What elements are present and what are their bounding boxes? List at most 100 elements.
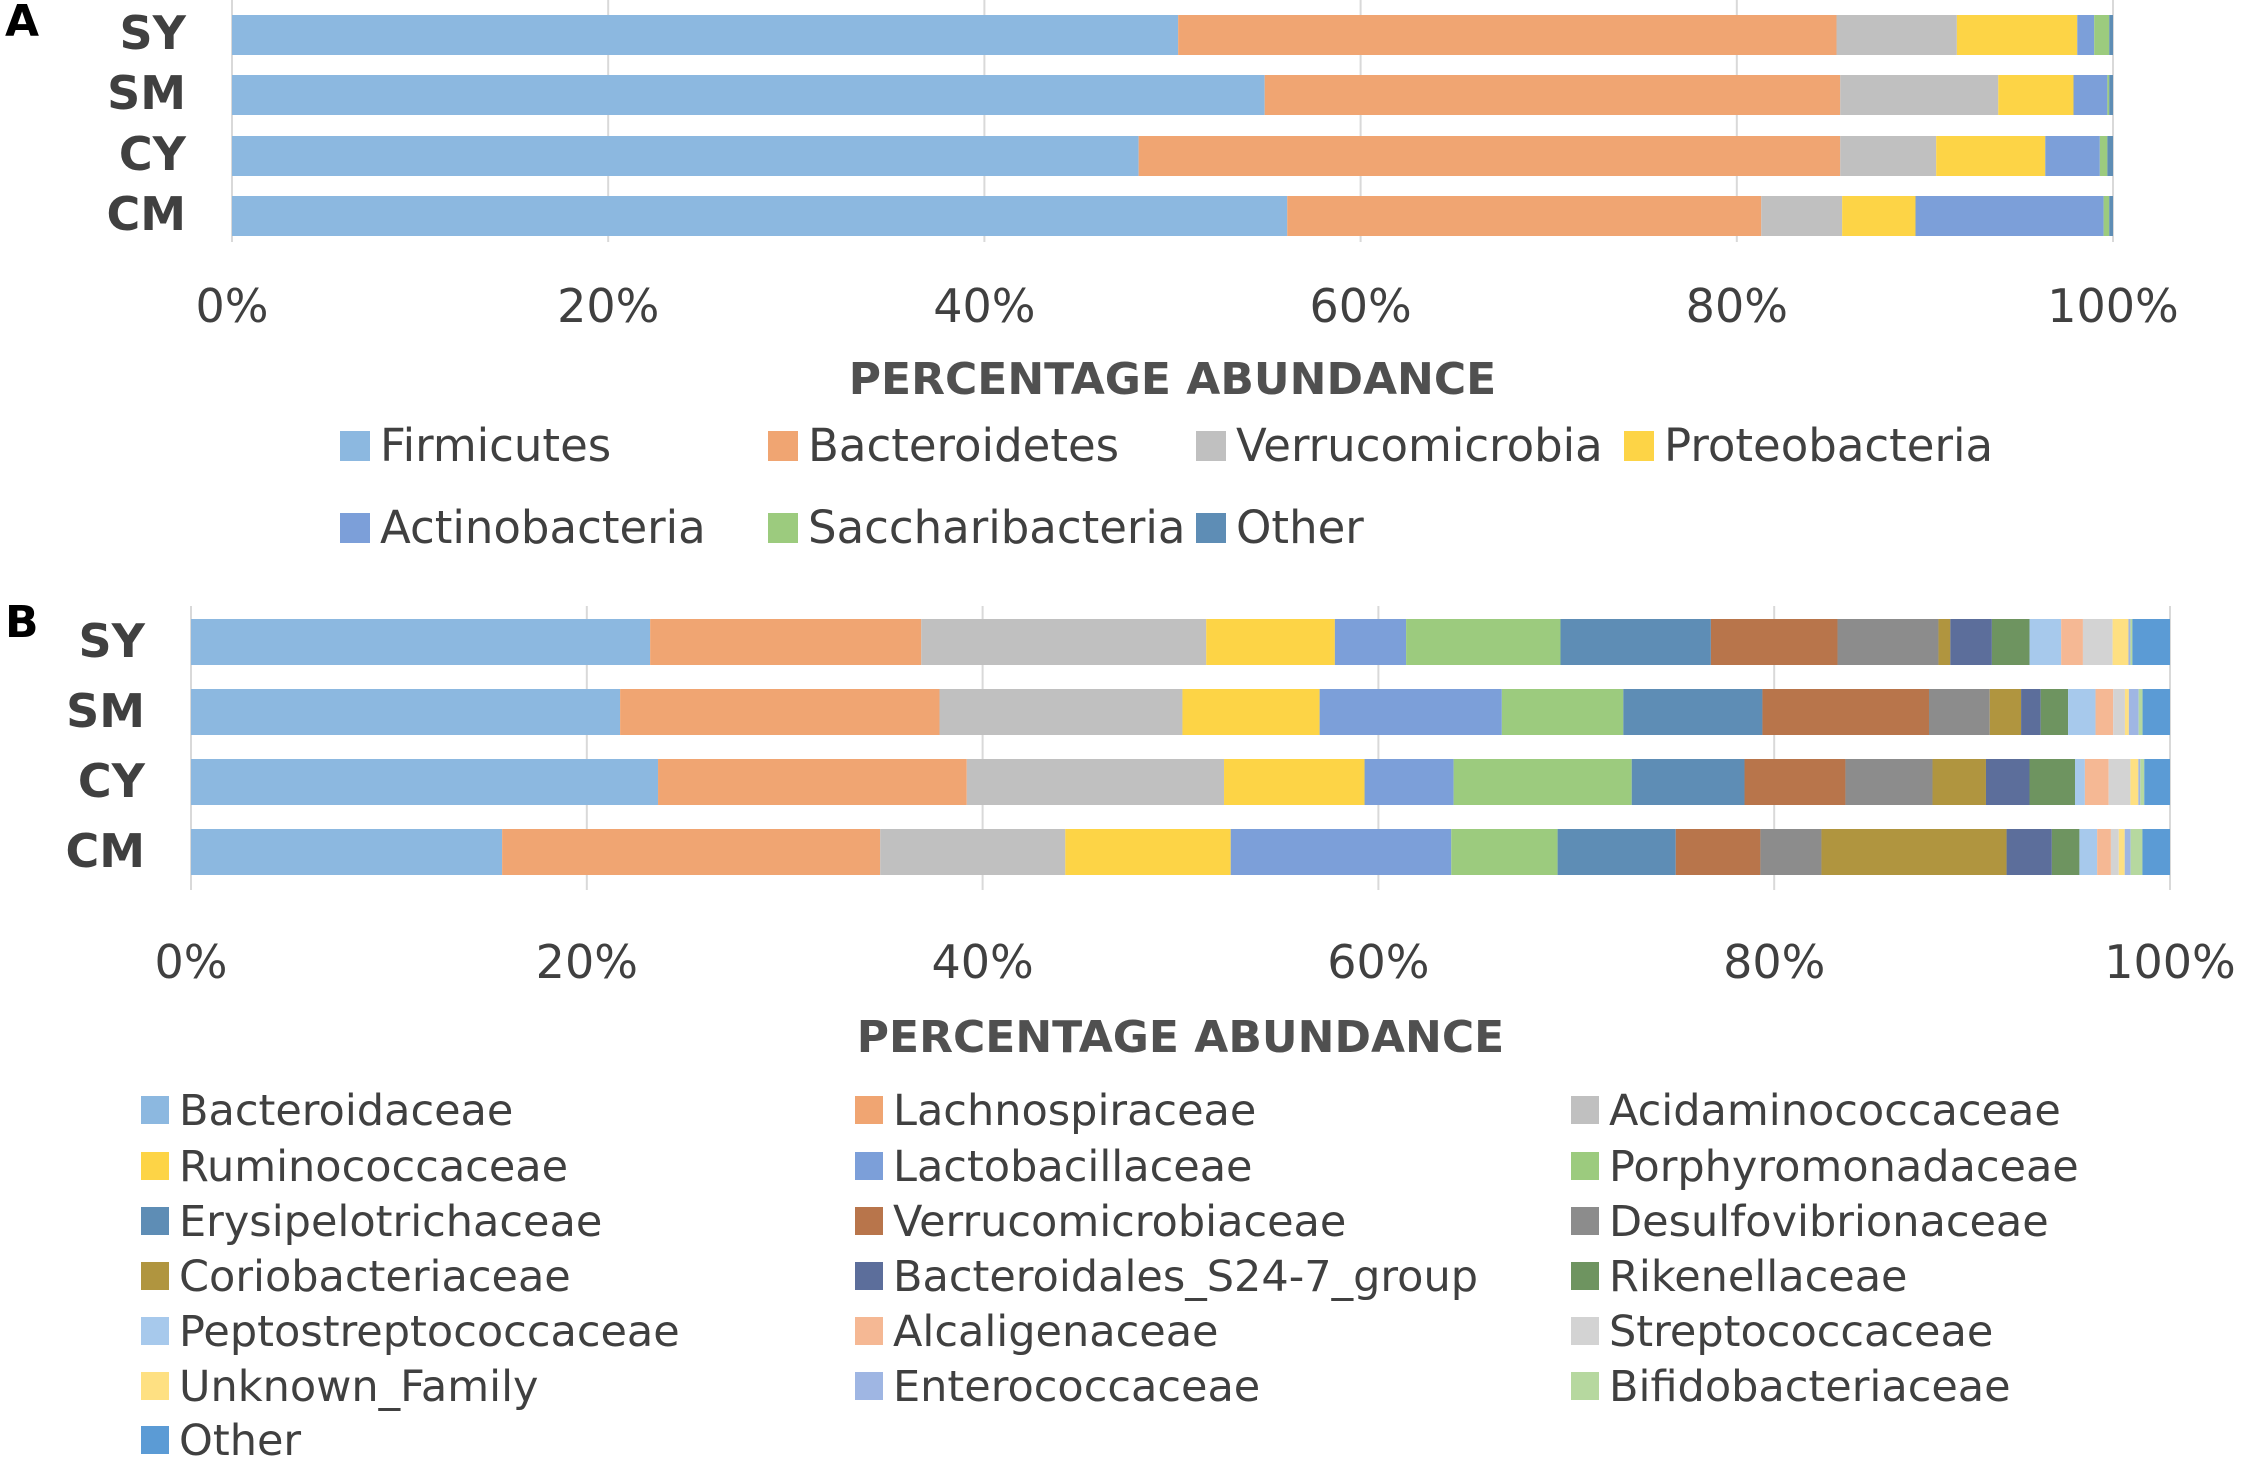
panel-a-legend-swatch: [340, 431, 370, 461]
panel-b-category-label: SM: [66, 684, 145, 738]
panel-a-bar-cm-other: [2109, 196, 2113, 236]
panel-b-bar-cy-enterococcaceae: [2138, 759, 2141, 805]
panel-b-legend-swatch: [141, 1426, 169, 1454]
panel-b-legend-label: Acidaminococcaceae: [1609, 1086, 2061, 1136]
panel-b-bar-sy-alcaligenaceae: [2061, 619, 2083, 665]
panel-a-bar-sy-verrucomicrobia: [1836, 15, 1957, 55]
panel-b-category-label: CY: [78, 754, 146, 808]
panel-b-bar-sm-porphyromonadaceae: [1501, 689, 1624, 735]
panel-a-legend-label: Bacteroidetes: [808, 419, 1119, 472]
panel-a-x-axis-title: PERCENTAGE ABUNDANCE: [849, 354, 1496, 405]
panel-b-tick-label: 0%: [155, 935, 228, 989]
panel-a-category-label: CM: [106, 187, 186, 241]
panel-b-category-label: SY: [79, 614, 146, 668]
panel-b-bar-sy-acidaminococcaceae: [921, 619, 1207, 665]
panel-b-bar-sm-other: [2142, 689, 2170, 735]
panel-a-category-label: SY: [120, 6, 187, 60]
panel-b-bar-cm-verrucomicrobiaceae: [1675, 829, 1761, 875]
panel-b-tick-label: 80%: [1723, 935, 1825, 989]
panel-b-bar-cm-lactobacillaceae: [1230, 829, 1452, 875]
panel-b-bar-sm-coriobacteriaceae: [1989, 689, 2022, 735]
panel-b-legend: Bacteroidaceae Lachnospiraceae Acidaminoco…: [141, 1086, 2079, 1463]
panel-a-bar-sy-firmicutes: [232, 15, 1179, 55]
panel-b-bar-sy-porphyromonadaceae: [1406, 619, 1561, 665]
panel-b-bar-sm-alcaligenaceae: [2095, 689, 2114, 735]
panel-a-legend-swatch: [1624, 431, 1654, 461]
panel-b-category-label: CM: [65, 824, 145, 878]
panel-b-legend-label: Bacteroidaceae: [179, 1086, 513, 1136]
panel-b-bar-cm-bacteroidales-s24-7-group: [2006, 829, 2052, 875]
panel-b: B SY SM CY CM 0% 20% 40% 60% 80% 100% PERCENTAGE AB…: [5, 597, 2236, 1463]
panel-b-bar-sm-lachnospiraceae: [620, 689, 940, 735]
panel-a-bar-cy-saccharibacteria: [2099, 136, 2108, 176]
panel-a-legend-label: Verrucomicrobia: [1236, 419, 1603, 472]
panel-b-bar-sy-bifidobacteriaceae: [2130, 619, 2133, 665]
panel-b-bar-sy-other: [2132, 619, 2170, 665]
panel-b-legend-swatch: [855, 1207, 883, 1235]
panel-b-legend-label: Coriobacteriaceae: [179, 1252, 571, 1302]
panel-a-bar-sm-bacteroidetes: [1264, 75, 1841, 115]
panel-a-bar-cy-verrucomicrobia: [1840, 136, 1937, 176]
panel-b-legend-swatch: [855, 1372, 883, 1400]
panel-b-bar-cm-lachnospiraceae: [502, 829, 881, 875]
panel-b-bar-sy-enterococcaceae: [2128, 619, 2131, 665]
panel-b-bar-cm-porphyromonadaceae: [1451, 829, 1558, 875]
panel-b-bar-sm-rikenellaceae: [2040, 689, 2069, 735]
panel-b-legend-swatch: [855, 1262, 883, 1290]
panel-b-bar-cm-erysipelotrichaceae: [1557, 829, 1676, 875]
panel-a-bar-sy-proteobacteria: [1956, 15, 2078, 55]
panel-b-legend-label: Erysipelotrichaceae: [179, 1197, 602, 1247]
panel-a-legend-label: Firmicutes: [380, 419, 611, 472]
panel-a-legend-swatch: [768, 431, 798, 461]
panel-a-bar-cy-actinobacteria: [2045, 136, 2100, 176]
panel-a: A SY SM CY CM0% 20% 40% 60% 80% 100% PERCENTAGE AB…: [5, 0, 2179, 554]
panel-b-legend-label: Lachnospiraceae: [893, 1086, 1256, 1136]
panel-a-bar-cy-proteobacteria: [1936, 136, 2046, 176]
panel-a-bar-sm-firmicutes: [232, 75, 1265, 115]
panel-b-bar-cy-bifidobacteriaceae: [2140, 759, 2145, 805]
panel-b-bar-cy-desulfovibrionaceae: [1845, 759, 1933, 805]
panel-b-bar-cm-peptostreptococcaceae: [2079, 829, 2098, 875]
panel-b-bar-sm-bacteroidales-s24-7-group: [2021, 689, 2041, 735]
panel-b-legend-swatch: [1571, 1207, 1599, 1235]
panel-b-bar-cm-ruminococcaceae: [1065, 829, 1231, 875]
panel-b-bar-cy-lachnospiraceae: [658, 759, 967, 805]
panel-a-bar-cm-firmicutes: [232, 196, 1288, 236]
panel-a-bar-sy-actinobacteria: [2077, 15, 2095, 55]
panel-b-bar-sm-ruminococcaceae: [1182, 689, 1320, 735]
panel-a-bar-cm-proteobacteria: [1842, 196, 1916, 236]
panel-b-bar-sy-unknown-family: [2112, 619, 2129, 665]
panel-b-bar-sy-ruminococcaceae: [1206, 619, 1335, 665]
panel-b-legend-label: Other: [179, 1416, 301, 1463]
panel-a-legend-label: Proteobacteria: [1664, 419, 1993, 472]
panel-b-legend-label: Bacteroidales_S24-7_group: [893, 1252, 1478, 1302]
panel-b-bar-sy-coriobacteriaceae: [1938, 619, 1951, 665]
panel-b-legend-label: Rikenellaceae: [1609, 1252, 1908, 1302]
panel-b-legend-label: Desulfovibrionaceae: [1609, 1197, 2049, 1247]
panel-b-legend-swatch: [1571, 1152, 1599, 1180]
panel-b-bar-sy-verrucomicrobiaceae: [1710, 619, 1838, 665]
panel-b-bar-sy-rikenellaceae: [1991, 619, 2030, 665]
panel-b-bar-cy-lactobacillaceae: [1364, 759, 1454, 805]
panel-b-bar-cm-desulfovibrionaceae: [1760, 829, 1822, 875]
panel-b-bar-sm-enterococcaceae: [2128, 689, 2139, 735]
panel-a-legend-label: Other: [1236, 501, 1364, 554]
panel-b-legend-label: Ruminococcaceae: [179, 1142, 568, 1192]
panel-b-bar-cy-alcaligenaceae: [2084, 759, 2109, 805]
panel-b-bar-cy-streptococcaceae: [2108, 759, 2131, 805]
panel-b-bar-cy-porphyromonadaceae: [1453, 759, 1632, 805]
panel-b-bar-sy-lactobacillaceae: [1334, 619, 1407, 665]
panel-b-legend-label: Peptostreptococcaceae: [179, 1307, 680, 1357]
panel-b-legend-label: Enterococcaceae: [893, 1362, 1260, 1412]
panel-a-bar-sm-verrucomicrobia: [1840, 75, 1999, 115]
panel-a-bar-cm-saccharibacteria: [2103, 196, 2110, 236]
panel-b-bar-sm-desulfovibrionaceae: [1928, 689, 1990, 735]
panel-b-bar-sm-erysipelotrichaceae: [1623, 689, 1763, 735]
panel-a-bar-cy-firmicutes: [232, 136, 1139, 176]
panel-b-bar-cy-acidaminococcaceae: [966, 759, 1225, 805]
panel-a-bar-cm-verrucomicrobia: [1761, 196, 1843, 236]
panel-a-letter: A: [5, 0, 39, 47]
panel-a-bar-sm-other: [2109, 75, 2113, 115]
panel-b-bar-cm-acidaminococcaceae: [880, 829, 1066, 875]
panel-b-legend-swatch: [855, 1317, 883, 1345]
